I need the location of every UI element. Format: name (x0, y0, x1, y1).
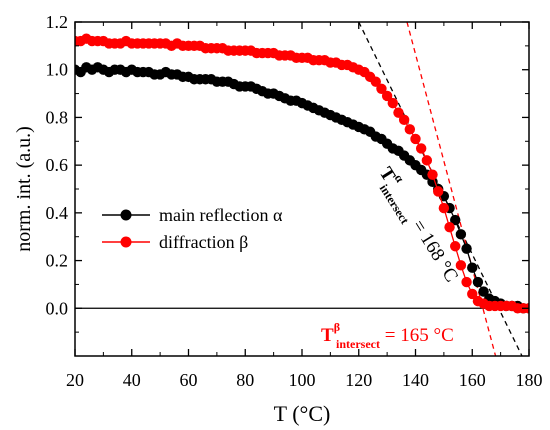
data-point-diffraction (450, 241, 461, 252)
data-point-diffraction (370, 76, 381, 87)
data-point-main-reflection (450, 214, 461, 226)
annotation-beta-superscript: β (334, 320, 340, 334)
legend: main reflection α diffraction β (102, 205, 283, 252)
legend-marker-diffraction (120, 236, 132, 248)
data-series (75, 33, 529, 314)
data-point-diffraction (438, 202, 450, 214)
x-tick-label: 120 (345, 370, 372, 390)
legend-marker-main-reflection (120, 209, 132, 221)
annotation-beta-subscript: intersect (336, 337, 380, 351)
y-axis-label: norm. int. (a.u.) (13, 126, 35, 252)
data-point-diffraction (376, 83, 387, 95)
data-point-main-reflection (427, 176, 438, 188)
legend-label-main-reflection: main reflection α (159, 205, 283, 225)
x-tick-label: 80 (236, 370, 254, 390)
data-point-diffraction (444, 221, 455, 233)
y-tick-label: 0.2 (46, 251, 69, 271)
y-tick-label: 1.0 (46, 60, 69, 80)
data-point-diffraction (433, 186, 444, 197)
x-tick-label: 180 (516, 370, 543, 390)
x-tick-label: 140 (402, 370, 429, 390)
data-point-main-reflection (467, 262, 478, 273)
y-tick-label: 0.8 (46, 107, 69, 127)
legend-label-diffraction: diffraction β (159, 232, 248, 252)
x-tick-label: 40 (123, 370, 141, 390)
y-tick-label: 0.0 (46, 298, 69, 318)
axis-ticks (74, 21, 530, 356)
legend-item-main-reflection: main reflection α (102, 205, 283, 225)
x-tick-label: 20 (66, 370, 84, 390)
data-point-diffraction (387, 97, 398, 109)
data-point-main-reflection (472, 276, 484, 288)
y-tick-label: 1.2 (46, 12, 69, 32)
data-point-diffraction (415, 143, 427, 154)
y-tick-label: 0.4 (46, 203, 69, 223)
data-point-diffraction (467, 288, 478, 300)
data-point-main-reflection (461, 243, 472, 254)
y-tick-label: 0.6 (46, 155, 69, 175)
annotation-beta-value: = 165 °C (380, 325, 454, 346)
data-point-diffraction (398, 114, 410, 126)
data-point-main-reflection (455, 229, 467, 240)
annotation-beta-intersect: Tβ intersect = 165 °C (321, 320, 454, 351)
data-point-diffraction (410, 133, 421, 145)
fit-line-1 (406, 22, 497, 356)
x-tick-label: 60 (180, 370, 198, 390)
annotation-beta-text: Tβ intersect = 165 °C (321, 320, 454, 351)
data-point-diffraction (404, 124, 416, 135)
data-point-diffraction (427, 169, 438, 180)
x-axis-label: T (°C) (274, 401, 331, 426)
data-point-diffraction (455, 260, 467, 271)
data-point-diffraction (393, 107, 404, 118)
legend-item-diffraction: diffraction β (102, 232, 248, 252)
data-point-diffraction (381, 90, 393, 102)
data-point-diffraction (461, 276, 472, 288)
data-point-main-reflection (478, 286, 489, 297)
annotation-beta-letter: T (321, 325, 334, 346)
annotation-alpha-subscript: intersect (377, 182, 412, 227)
axis-tick-labels: 20 40 60 80 100 120 140 160 180 0.0 0.2 0.4 0.6 0.8 1.… (46, 12, 543, 390)
x-tick-label: 160 (459, 370, 486, 390)
data-point-diffraction (421, 155, 433, 166)
x-tick-label: 100 (289, 370, 316, 390)
